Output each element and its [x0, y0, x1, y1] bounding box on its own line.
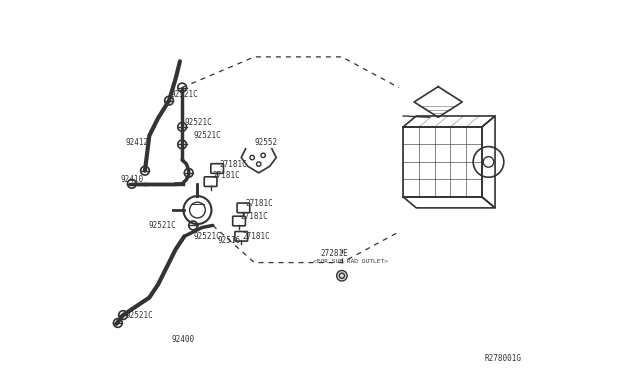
Text: 92521C: 92521C: [170, 90, 198, 99]
Text: <FOR SUB RAD OUTLET>: <FOR SUB RAD OUTLET>: [314, 259, 388, 264]
Text: 27181C: 27181C: [241, 212, 268, 221]
Text: 27181C: 27181C: [246, 199, 273, 208]
Text: 92552: 92552: [254, 138, 278, 147]
Text: 27181C: 27181C: [220, 160, 247, 169]
Text: 92516: 92516: [217, 236, 240, 245]
Text: 92521C: 92521C: [184, 118, 212, 127]
Text: 92410: 92410: [121, 175, 144, 184]
Text: 92412: 92412: [125, 138, 148, 147]
Text: 92521C: 92521C: [148, 221, 176, 230]
Text: 27181C: 27181C: [242, 232, 270, 241]
Text: 27281E: 27281E: [320, 249, 348, 258]
Text: 92400: 92400: [172, 335, 195, 344]
Text: 27181C: 27181C: [212, 170, 241, 180]
Text: 92521C: 92521C: [193, 131, 221, 140]
Text: R278001G: R278001G: [484, 355, 522, 363]
Text: 92521C: 92521C: [125, 311, 153, 320]
Circle shape: [337, 270, 347, 281]
Text: 92521C: 92521C: [193, 232, 221, 241]
